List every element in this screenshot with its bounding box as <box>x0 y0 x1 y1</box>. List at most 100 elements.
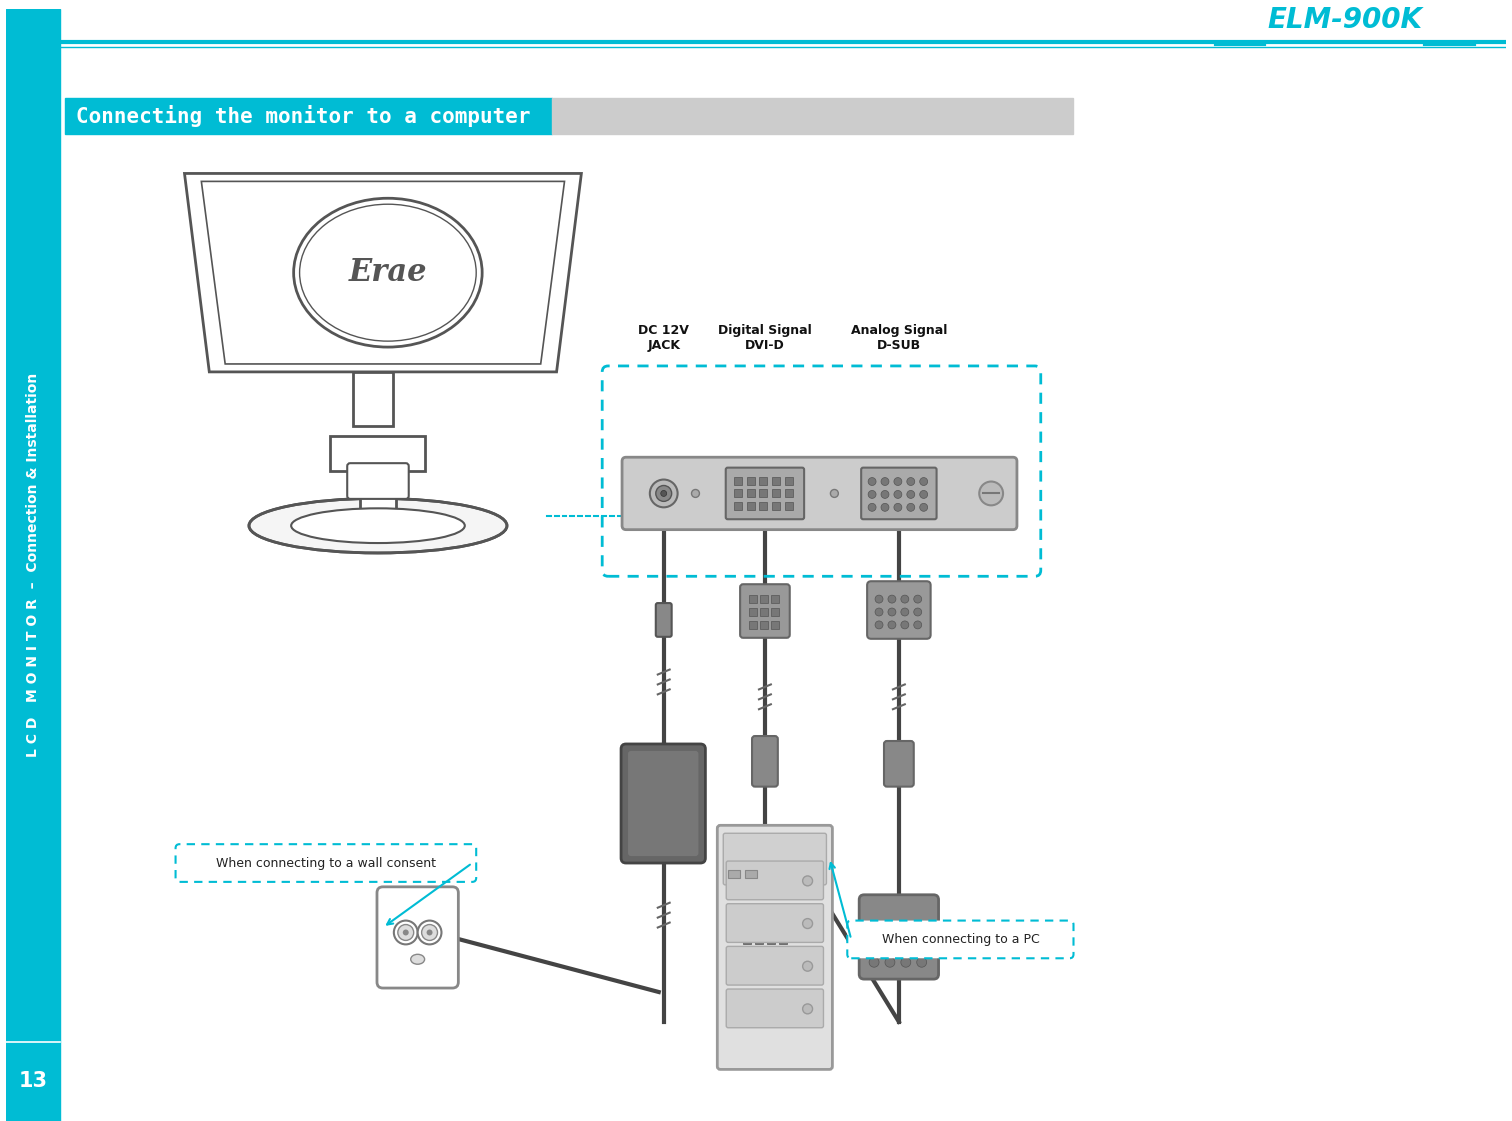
Text: When connecting to a PC: When connecting to a PC <box>881 933 1039 946</box>
Bar <box>742 935 751 944</box>
FancyBboxPatch shape <box>751 736 777 787</box>
Circle shape <box>875 595 883 603</box>
Circle shape <box>650 480 677 508</box>
Circle shape <box>894 478 901 485</box>
Circle shape <box>913 608 922 615</box>
Bar <box>754 918 764 928</box>
Circle shape <box>868 503 875 511</box>
FancyBboxPatch shape <box>376 887 458 988</box>
Bar <box>779 935 786 944</box>
Bar <box>354 372 393 426</box>
Circle shape <box>402 929 408 935</box>
Bar <box>761 595 768 603</box>
Bar <box>779 951 786 961</box>
Text: Digital Signal
DVI-D: Digital Signal DVI-D <box>718 324 812 352</box>
Bar <box>733 490 741 498</box>
Circle shape <box>803 918 812 928</box>
Text: Analog Signal
D-SUB: Analog Signal D-SUB <box>851 324 947 352</box>
Text: ELM-900K: ELM-900K <box>1269 6 1423 34</box>
FancyBboxPatch shape <box>726 989 824 1028</box>
FancyBboxPatch shape <box>862 467 936 519</box>
FancyBboxPatch shape <box>726 861 824 900</box>
Circle shape <box>869 957 878 967</box>
FancyBboxPatch shape <box>621 457 1018 529</box>
Bar <box>767 951 774 961</box>
Circle shape <box>875 608 883 615</box>
Circle shape <box>885 957 895 967</box>
FancyBboxPatch shape <box>741 584 789 638</box>
Circle shape <box>901 595 909 603</box>
Circle shape <box>422 925 437 941</box>
Circle shape <box>803 876 812 886</box>
Circle shape <box>881 503 889 511</box>
Circle shape <box>907 478 915 485</box>
Bar <box>773 502 780 510</box>
Circle shape <box>885 939 895 949</box>
FancyBboxPatch shape <box>726 467 804 519</box>
FancyBboxPatch shape <box>723 833 827 884</box>
Bar <box>747 490 754 498</box>
Bar <box>771 608 779 615</box>
FancyBboxPatch shape <box>866 582 930 639</box>
Circle shape <box>901 921 910 932</box>
Circle shape <box>916 939 927 949</box>
Circle shape <box>885 921 895 932</box>
Circle shape <box>803 1004 812 1013</box>
Bar <box>330 436 425 471</box>
Circle shape <box>907 503 915 511</box>
Circle shape <box>881 491 889 499</box>
FancyBboxPatch shape <box>847 920 1074 958</box>
Bar <box>759 502 768 510</box>
FancyBboxPatch shape <box>859 895 939 979</box>
Bar <box>785 502 794 510</box>
Circle shape <box>881 478 889 485</box>
Bar <box>65 98 552 133</box>
Circle shape <box>393 920 417 944</box>
Circle shape <box>875 621 883 629</box>
Bar <box>767 918 774 928</box>
Circle shape <box>894 503 901 511</box>
Circle shape <box>916 921 927 932</box>
Bar <box>747 502 754 510</box>
Circle shape <box>919 491 928 499</box>
Bar <box>748 621 758 629</box>
FancyBboxPatch shape <box>726 946 824 985</box>
Bar <box>759 476 768 484</box>
Bar <box>6 9 60 1121</box>
Circle shape <box>417 920 442 944</box>
Circle shape <box>901 621 909 629</box>
Text: L C D   M O N I T O R  –  Connection & Installation: L C D M O N I T O R – Connection & Insta… <box>26 373 41 758</box>
Circle shape <box>901 957 910 967</box>
Bar <box>748 595 758 603</box>
Circle shape <box>868 491 875 499</box>
Bar <box>771 595 779 603</box>
Bar <box>748 608 758 615</box>
Circle shape <box>868 478 875 485</box>
Bar <box>759 490 768 498</box>
Bar <box>773 476 780 484</box>
Ellipse shape <box>293 198 482 348</box>
FancyBboxPatch shape <box>621 744 706 863</box>
Ellipse shape <box>411 954 425 964</box>
Circle shape <box>919 478 928 485</box>
Circle shape <box>398 925 414 941</box>
FancyBboxPatch shape <box>717 825 833 1069</box>
Text: 13: 13 <box>18 1072 48 1092</box>
Bar <box>779 918 786 928</box>
Circle shape <box>913 595 922 603</box>
Circle shape <box>691 490 700 498</box>
Bar <box>742 918 751 928</box>
Circle shape <box>661 491 667 497</box>
Polygon shape <box>184 174 582 372</box>
Bar <box>754 951 764 961</box>
Bar <box>733 502 741 510</box>
Circle shape <box>894 491 901 499</box>
Bar <box>745 870 758 878</box>
Circle shape <box>888 595 897 603</box>
Text: DC 12V
JACK: DC 12V JACK <box>638 324 689 352</box>
Bar <box>771 621 779 629</box>
Circle shape <box>901 939 910 949</box>
Circle shape <box>869 921 878 932</box>
Circle shape <box>901 608 909 615</box>
Bar <box>747 476 754 484</box>
